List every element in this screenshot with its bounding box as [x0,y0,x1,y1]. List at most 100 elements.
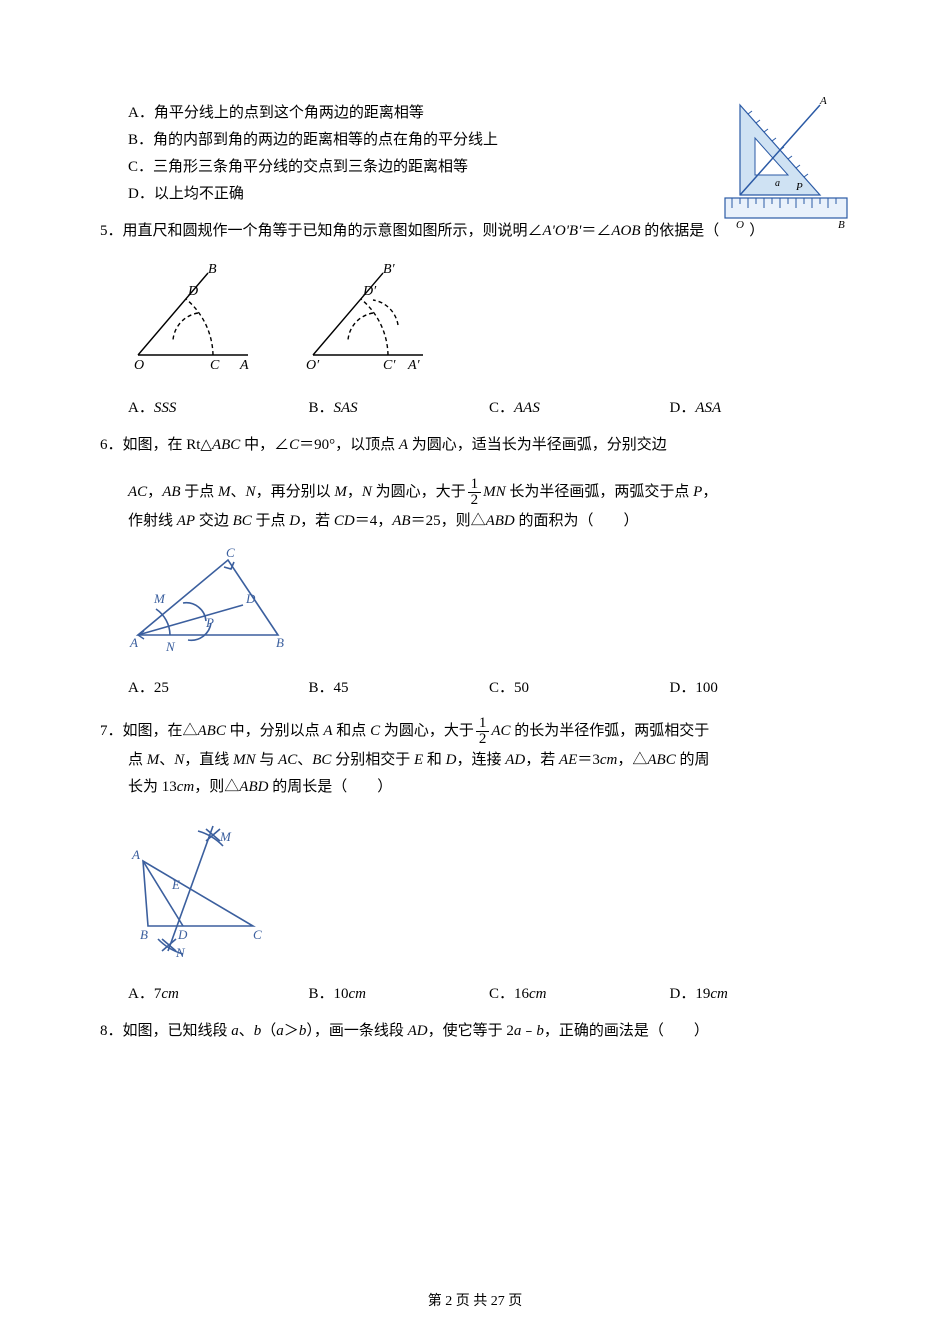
q7-line1: 7．如图，在△ABC 中，分别以点 A 和点 C 为圆心，大于12AC 的长为半… [100,716,850,747]
t: 交边 [195,513,233,529]
q5-italic2: AOB [611,223,640,239]
t: D [289,513,300,529]
t: 中，分别以点 [226,723,324,739]
q6-opt-A: A．25 [128,675,309,702]
q8-stem: 8．如图，已知线段 a、b（a＞b），画一条线段 AD，使它等于 2a﹣b，正确… [100,1018,850,1045]
t: 、 [159,752,174,768]
t: ，则△ [194,779,239,795]
q7-opt-B: B．10cm [309,981,490,1008]
q5-figure: O C A B D O′ C′ A′ B′ D′ [128,255,850,385]
q6-opt-B: B．45 [309,675,490,702]
t: AD [408,1023,428,1039]
t: 7．如图，在△ [100,723,198,739]
t: 于点 [181,484,219,500]
q6-opt-C: C．50 [489,675,670,702]
t: a [231,1023,239,1039]
q6-C: C [226,545,235,560]
t: ＝3 [577,752,600,768]
t: cm [177,779,195,795]
t: AB [162,484,180,500]
t: 2 [476,732,490,747]
t: ，直线 [184,752,233,768]
q7-opt-D: D．19cm [670,981,851,1008]
q5-opt-D: D．ASA [670,395,851,422]
t: 作射线 [128,513,177,529]
t: 中，∠ [240,437,289,453]
q5-label-D2: D′ [362,284,377,299]
t: 的长为半径作弧，两弧相交于 [511,723,710,739]
t: cm [710,986,728,1002]
t: ，连接 [456,752,505,768]
t: ， [347,484,362,500]
t: E [414,752,423,768]
q5-options: A．A．SSSSSS B．SAS C．AAS D．ASA [100,395,850,422]
t: 的周长是（ ） [268,779,392,795]
q7-B: B [140,927,148,942]
t: B．10 [309,986,349,1002]
t: A．7 [128,986,161,1002]
q7-A: A [131,847,140,862]
q5-label-C: C [210,358,220,373]
q5-text2: ＝∠ [581,223,611,239]
t: cm [529,986,547,1002]
t: 、 [239,1023,254,1039]
t: CD [334,513,355,529]
t: 为圆心，大于 [380,723,474,739]
q5-label-O2: O′ [306,358,320,373]
q5-label-D: D [187,284,198,299]
t: ABC [647,752,675,768]
t: ，再分别以 [256,484,335,500]
t: MN [483,484,506,500]
q5-text3: 的依据是（ ） [641,223,765,239]
q6-opt-D: D．100 [670,675,851,702]
t: ＝25，则△ [411,513,486,529]
t: C．16 [489,986,529,1002]
t: 长为 13 [128,779,177,795]
t: 与 [256,752,279,768]
q5-text: 5．用直尺和圆规作一个角等于已知角的示意图如图所示，则说明∠ [100,223,543,239]
q7-C: C [253,927,262,942]
q5: 5．用直尺和圆规作一个角等于已知角的示意图如图所示，则说明∠A'O'B'＝∠AO… [100,218,850,422]
t: ＝4， [355,513,393,529]
t: A [323,723,332,739]
q6-line1: 6．如图，在 Rt△ABC 中，∠C＝90°，以顶点 A 为圆心，适当长为半径画… [100,432,850,459]
t: N [362,484,372,500]
q5-label-A: A [239,358,249,373]
q8: 8．如图，已知线段 a、b（a＞b），画一条线段 AD，使它等于 2a﹣b，正确… [100,1018,850,1045]
q5-stem: 5．用直尺和圆规作一个角等于已知角的示意图如图所示，则说明∠A'O'B'＝∠AO… [100,218,850,245]
t: ABD [486,513,515,529]
t: 和 [423,752,446,768]
q6-M: M [153,591,166,606]
t: ，若 [300,513,334,529]
q5-italic1: A'O'B' [543,223,582,239]
q7-opt-A: A．7cm [128,981,309,1008]
q6-B: B [276,635,284,650]
t: C [370,723,380,739]
t: 和点 [333,723,371,739]
t: ABC [212,437,240,453]
t: M [218,484,231,500]
t: AC [278,752,297,768]
q4-opt-C: C．三角形三条角平分线的交点到三条边的距离相等 [100,154,850,181]
t: 1 [476,716,490,732]
t: ，若 [525,752,559,768]
q7-E: E [171,877,180,892]
q7-line3: 长为 13cm，则△ABD 的周长是（ ） [100,774,850,801]
t: 、 [231,484,246,500]
page-footer: 第 2 页 共 27 页 [0,1289,950,1314]
q6-N: N [165,639,176,654]
t: AC [491,723,510,739]
q7-D: D [177,927,188,942]
q7-N: N [175,945,186,960]
t: D．19 [670,986,711,1002]
q5-label-B: B [208,262,217,277]
t: BC [233,513,252,529]
t: 1 [468,477,482,493]
t: 8．如图，已知线段 [100,1023,231,1039]
q6-figure: A B C D M N P [128,545,850,665]
t: N [174,752,184,768]
t: 的周 [676,752,710,768]
t: 的面积为（ ） [515,513,639,529]
t: M [147,752,160,768]
q6-D: D [245,591,256,606]
